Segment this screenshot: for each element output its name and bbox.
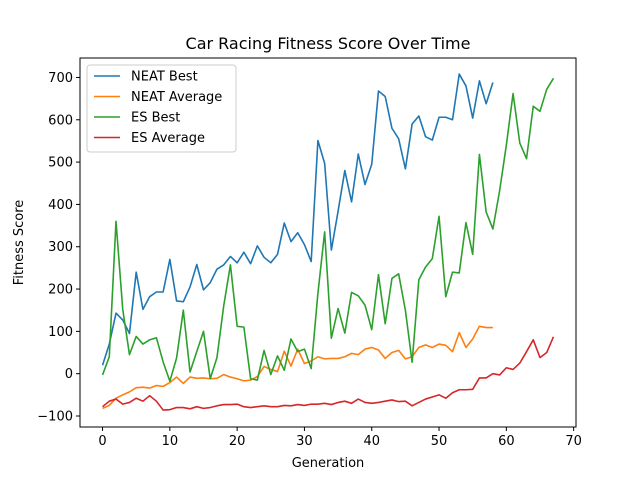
y-axis-label: Fitness Score [12, 200, 27, 286]
x-tick-label: 40 [363, 434, 380, 449]
legend-box [86, 64, 237, 153]
x-tick-label: 0 [98, 434, 106, 449]
y-tick-label: 400 [48, 198, 73, 213]
y-tick-label: 200 [48, 283, 73, 298]
x-tick-label: 60 [498, 434, 515, 449]
legend-entry: NEAT Best [131, 70, 198, 85]
x-tick-label: 30 [296, 434, 313, 449]
x-tick-label: 70 [565, 434, 582, 449]
x-tick-label: 50 [431, 434, 448, 449]
series-line-neat-average [102, 325, 493, 410]
y-tick-label: −100 [37, 409, 73, 424]
series-line-neat-best [101, 73, 494, 366]
y-tick-label: 500 [48, 156, 73, 171]
legend-entry: ES Average [131, 131, 205, 146]
chart-title: Car Racing Fitness Score Over Time [186, 34, 471, 53]
y-tick-label: 300 [48, 240, 73, 255]
y-tick-label: 100 [48, 325, 73, 340]
x-tick-label: 20 [229, 434, 246, 449]
series-line-es-best [101, 77, 555, 383]
x-tick-label: 10 [162, 434, 179, 449]
series-line-es-average [102, 336, 555, 411]
legend-entry: ES Best [131, 111, 180, 126]
x-axis: 0 10 20 30 40 50 60 70 [98, 427, 582, 449]
y-axis: −100 0 100 200 300 400 500 600 700 [37, 71, 80, 424]
series-layer [101, 73, 555, 411]
y-tick-label: 0 [65, 367, 73, 382]
y-tick-label: 700 [48, 71, 73, 86]
plot-frame [79, 57, 577, 428]
y-tick-label: 600 [48, 113, 73, 128]
x-axis-label: Generation [292, 456, 365, 471]
legend-entry: NEAT Average [131, 90, 222, 105]
legend: NEAT Best NEAT Average ES Best ES Average [86, 64, 237, 153]
